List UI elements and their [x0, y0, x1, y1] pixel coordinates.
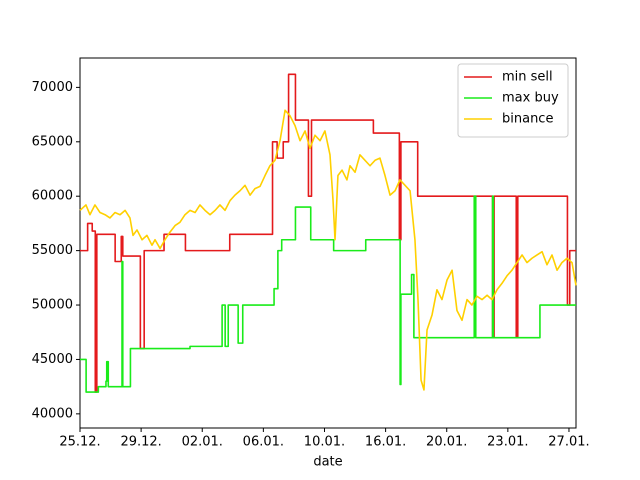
series-line	[80, 195, 576, 393]
legend-label: binance	[502, 112, 553, 127]
x-tick-label: 29.12.	[120, 435, 161, 450]
y-tick-label: 50000	[32, 298, 73, 313]
y-tick-label: 55000	[32, 243, 73, 258]
y-tick-label: 60000	[32, 189, 73, 204]
x-tick-label: 23.01.	[487, 435, 528, 450]
x-tick-label: 02.01.	[182, 435, 223, 450]
legend-label: min sell	[502, 70, 553, 85]
x-tick-label: 16.01.	[365, 435, 406, 450]
y-tick-label: 40000	[32, 406, 73, 421]
x-tick-label: 10.01.	[304, 435, 345, 450]
y-tick-label: 45000	[32, 352, 73, 367]
x-axis-label: date	[313, 455, 342, 470]
legend-label: max buy	[502, 91, 559, 106]
y-tick-label: 70000	[32, 80, 73, 95]
x-tick-label: 25.12.	[59, 435, 100, 450]
y-tick-label: 65000	[32, 134, 73, 149]
series-line	[79, 109, 577, 391]
x-tick-label: 06.01.	[243, 435, 284, 450]
plot-frame	[79, 57, 577, 429]
x-tick-label: 27.01.	[548, 435, 589, 450]
x-tick-label: 20.01.	[426, 435, 467, 450]
